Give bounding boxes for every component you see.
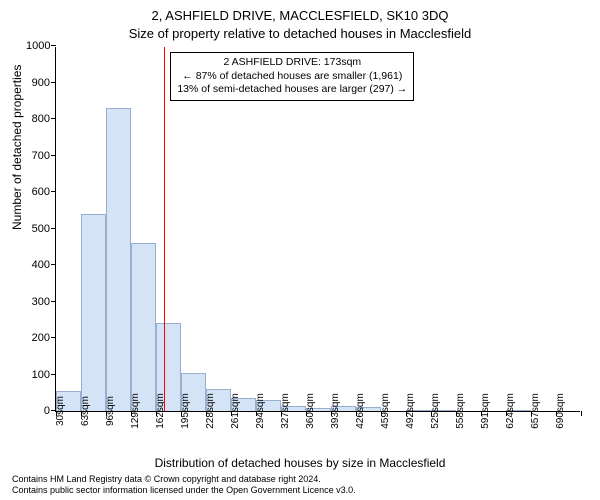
x-tick-label: 657sqm [525,393,541,429]
annotation-box: 2 ASHFIELD DRIVE: 173sqm ← 87% of detach… [170,52,414,101]
annotation-line3: 13% of semi-detached houses are larger (… [177,83,407,97]
y-tick-mark [51,118,56,119]
histogram-bar [81,214,106,411]
y-tick-mark [51,45,56,46]
x-tick-label: 426sqm [350,393,366,429]
y-tick-label: 300 [26,296,56,308]
x-tick-label: 129sqm [125,393,141,429]
chart-container: 2, ASHFIELD DRIVE, MACCLESFIELD, SK10 3D… [0,0,600,500]
x-tick-label: 624sqm [500,393,516,429]
y-tick-mark [51,228,56,229]
chart-title-line2: Size of property relative to detached ho… [0,26,600,41]
footer: Contains HM Land Registry data © Crown c… [12,474,356,496]
x-tick-label: 558sqm [450,393,466,429]
x-tick-label: 393sqm [325,393,341,429]
y-tick-label: 1000 [26,40,56,52]
y-tick-mark [51,264,56,265]
footer-line1: Contains HM Land Registry data © Crown c… [12,474,356,485]
y-tick-label: 500 [26,223,56,235]
x-tick-label: 30sqm [50,396,66,426]
y-tick-label: 100 [26,369,56,381]
reference-line [164,47,165,411]
x-tick-label: 459sqm [375,393,391,429]
y-tick-label: 200 [26,332,56,344]
y-axis-label: Number of detached properties [10,65,24,230]
x-tick-label: 327sqm [275,393,291,429]
y-tick-mark [51,374,56,375]
y-tick-label: 600 [26,186,56,198]
y-tick-mark [51,191,56,192]
x-tick-label: 690sqm [550,393,566,429]
annotation-line2: ← 87% of detached houses are smaller (1,… [177,70,407,84]
histogram-bar [106,108,131,411]
x-tick-label: 195sqm [175,393,191,429]
x-tick-label: 63sqm [75,396,91,426]
y-tick-label: 700 [26,150,56,162]
x-tick-label: 294sqm [250,393,266,429]
y-tick-mark [51,301,56,302]
x-tick-label: 525sqm [425,393,441,429]
x-tick-mark [581,411,582,416]
x-tick-label: 96sqm [100,396,116,426]
x-tick-label: 228sqm [200,393,216,429]
annotation-line1: 2 ASHFIELD DRIVE: 173sqm [177,56,407,70]
y-tick-mark [51,155,56,156]
x-tick-label: 591sqm [475,393,491,429]
footer-line2: Contains public sector information licen… [12,485,356,496]
y-tick-mark [51,82,56,83]
x-axis-label: Distribution of detached houses by size … [0,456,600,470]
y-tick-label: 400 [26,259,56,271]
y-tick-mark [51,337,56,338]
y-tick-label: 800 [26,113,56,125]
x-tick-label: 492sqm [400,393,416,429]
y-tick-label: 900 [26,77,56,89]
x-tick-label: 360sqm [300,393,316,429]
plot-area: 2 ASHFIELD DRIVE: 173sqm ← 87% of detach… [55,47,580,412]
x-tick-label: 261sqm [225,393,241,429]
chart-title-line1: 2, ASHFIELD DRIVE, MACCLESFIELD, SK10 3D… [0,8,600,23]
histogram-bar [131,243,156,411]
